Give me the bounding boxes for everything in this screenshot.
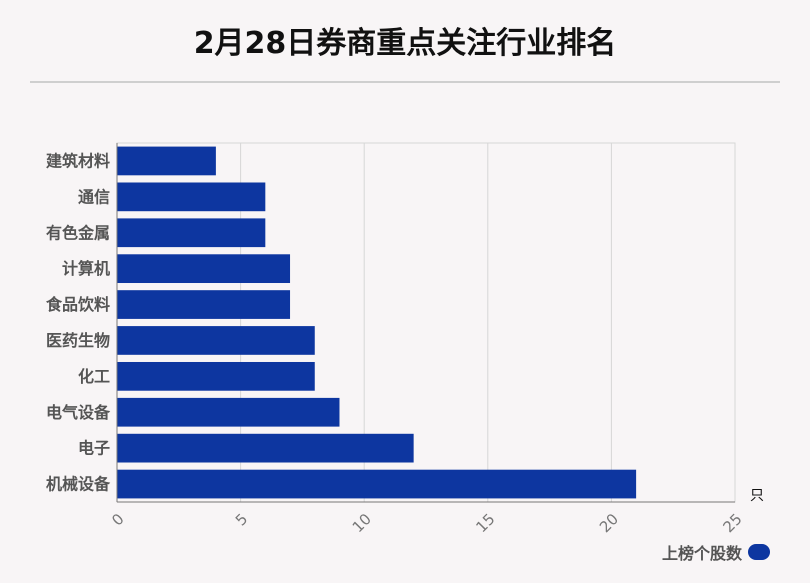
category-label: 医药生物 <box>46 331 110 350</box>
bar <box>117 326 315 355</box>
bar <box>117 218 266 248</box>
bar <box>117 397 340 427</box>
legend: 上榜个股数 <box>662 540 770 564</box>
x-tick-label: 0 <box>108 510 127 529</box>
category-label: 建筑材料 <box>46 151 110 170</box>
category-label: 计算机 <box>62 259 110 278</box>
x-tick-label: 10 <box>349 510 375 536</box>
legend-swatch[interactable] <box>748 544 770 560</box>
category-label: 电气设备 <box>46 403 111 422</box>
bar <box>117 361 315 391</box>
x-tick-label: 15 <box>472 510 498 536</box>
x-unit-label: 只 <box>750 488 764 504</box>
category-label: 化工 <box>78 367 110 386</box>
category-label: 有色金属 <box>46 223 110 242</box>
category-label: 机械设备 <box>46 475 111 494</box>
x-tick-label: 20 <box>596 510 622 536</box>
bar <box>117 290 291 319</box>
legend-label: 上榜个股数 <box>661 544 742 563</box>
chart-title: 2月28日券商重点关注行业排名 <box>193 26 617 61</box>
bar <box>117 182 266 212</box>
bar <box>117 433 414 463</box>
bar <box>117 469 637 499</box>
x-tick-label: 5 <box>232 510 251 529</box>
category-label: 食品饮料 <box>45 295 110 314</box>
bar <box>117 146 216 176</box>
category-label: 通信 <box>78 187 110 206</box>
bar <box>117 254 291 284</box>
x-tick-label: 25 <box>720 510 746 536</box>
category-label: 电子 <box>78 439 110 458</box>
title-divider <box>30 81 780 83</box>
